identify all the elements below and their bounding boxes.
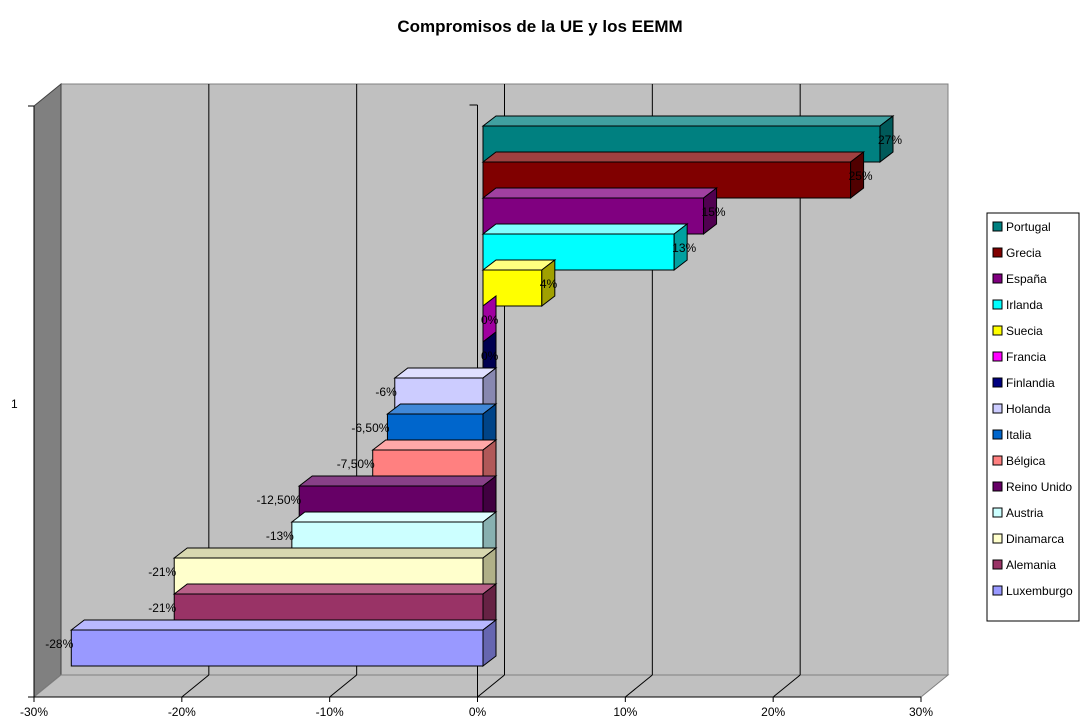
bar-dinamarca-top: [172, 547, 498, 559]
x-tick-label: 0%: [469, 705, 487, 719]
bar-portugal-top: [481, 115, 895, 127]
bar-suecia-side: [541, 258, 556, 308]
data-label: 0%: [481, 313, 499, 327]
legend-label: Grecia: [1006, 246, 1042, 260]
legend-swatch: [992, 299, 1003, 310]
data-label: -6,50%: [351, 421, 389, 435]
data-label: 4%: [540, 277, 558, 291]
legend-swatch: [992, 585, 1003, 596]
data-label: 27%: [878, 133, 902, 147]
gridline-floor: [477, 674, 505, 698]
x-tick-label: -30%: [20, 705, 48, 719]
legend-swatch: [992, 429, 1003, 440]
legend-swatch: [992, 481, 1003, 492]
legend-label: Bélgica: [1006, 454, 1046, 468]
data-label: 15%: [702, 205, 726, 219]
gridline-floor: [181, 674, 210, 698]
bar-irlanda-side: [673, 222, 688, 272]
legend-label: Portugal: [1006, 220, 1051, 234]
legend-swatch: [992, 507, 1003, 518]
bar-italia-top: [385, 403, 498, 415]
bar-espa-a-side: [703, 186, 718, 236]
legend-label: Austria: [1006, 506, 1044, 520]
data-label: -6%: [375, 385, 397, 399]
bar-holanda-top: [393, 367, 498, 379]
data-label: 25%: [849, 169, 873, 183]
legend-label: Irlanda: [1006, 298, 1043, 312]
data-labels: 27% 25% 15% 13% 4% 0% 0% -6% -6,50% -7,50% -12,50%…: [45, 133, 902, 651]
legend-label: Alemania: [1006, 558, 1056, 572]
bar-portugal-side: [879, 114, 894, 164]
legend-label: Finlandia: [1006, 376, 1055, 390]
data-label: -13%: [266, 529, 294, 543]
x-tick-label: -20%: [168, 705, 196, 719]
legend-label: Holanda: [1006, 402, 1051, 416]
legend-swatch: [992, 351, 1003, 362]
bar-grecia-side: [850, 150, 865, 200]
gridline-floor: [625, 674, 653, 698]
data-label: -21%: [148, 601, 176, 615]
bar-alemania-top: [172, 583, 498, 595]
legend-swatch: [992, 273, 1003, 284]
bar-luxemburgo: [70, 629, 484, 667]
legend-swatch: [992, 559, 1003, 570]
gridline-floor: [772, 674, 801, 698]
legend: Portugal Grecia España Irlanda Suecia Francia…: [986, 212, 1080, 622]
x-axis-ticks: -30% -20% -10% 0% 10% 20% 30%: [20, 697, 933, 719]
legend-label: Dinamarca: [1006, 532, 1064, 546]
data-label: 0%: [481, 349, 499, 363]
bar-b-lgica-top: [371, 439, 498, 451]
bars: [69, 114, 895, 668]
gridline-floor: [329, 674, 357, 698]
x-tick-label: 10%: [613, 705, 637, 719]
data-label: -7,50%: [337, 457, 375, 471]
legend-swatch: [992, 247, 1003, 258]
bar-luxemburgo-top: [69, 619, 498, 631]
legend-swatch: [992, 533, 1003, 544]
side-wall: [33, 82, 62, 699]
gridlines: [181, 84, 801, 698]
legend-swatch: [992, 455, 1003, 466]
bar-espa-a-top: [481, 187, 719, 199]
data-label: -28%: [45, 637, 73, 651]
x-tick-label: 20%: [761, 705, 785, 719]
legend-swatch: [992, 325, 1003, 336]
bar-luxemburgo-side: [482, 618, 497, 668]
x-tick-label: -10%: [316, 705, 344, 719]
legend-label: Italia: [1006, 428, 1032, 442]
data-label: 13%: [672, 241, 696, 255]
bar-reino-unido-top: [297, 475, 498, 487]
x-tick-label: 30%: [909, 705, 933, 719]
category-label: 1: [11, 397, 18, 411]
legend-label: Francia: [1006, 350, 1046, 364]
bar-irlanda-top: [481, 223, 689, 235]
legend-swatch: [992, 377, 1003, 388]
chart-title: Compromisos de la UE y los EEMM: [397, 17, 682, 36]
legend-label: Suecia: [1006, 324, 1043, 338]
data-label: -21%: [148, 565, 176, 579]
bar-austria-top: [290, 511, 498, 523]
legend-label: Luxemburgo: [1006, 584, 1073, 598]
legend-swatch: [992, 403, 1003, 414]
legend-label: España: [1006, 272, 1047, 286]
data-label: -12,50%: [257, 493, 302, 507]
legend-swatch: [992, 221, 1003, 232]
legend-label: Reino Unido: [1006, 480, 1072, 494]
bar-grecia-top: [481, 151, 866, 163]
